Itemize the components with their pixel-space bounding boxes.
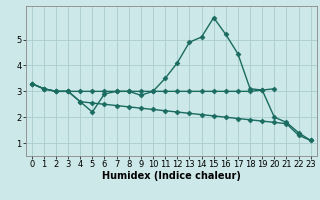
- X-axis label: Humidex (Indice chaleur): Humidex (Indice chaleur): [102, 171, 241, 181]
